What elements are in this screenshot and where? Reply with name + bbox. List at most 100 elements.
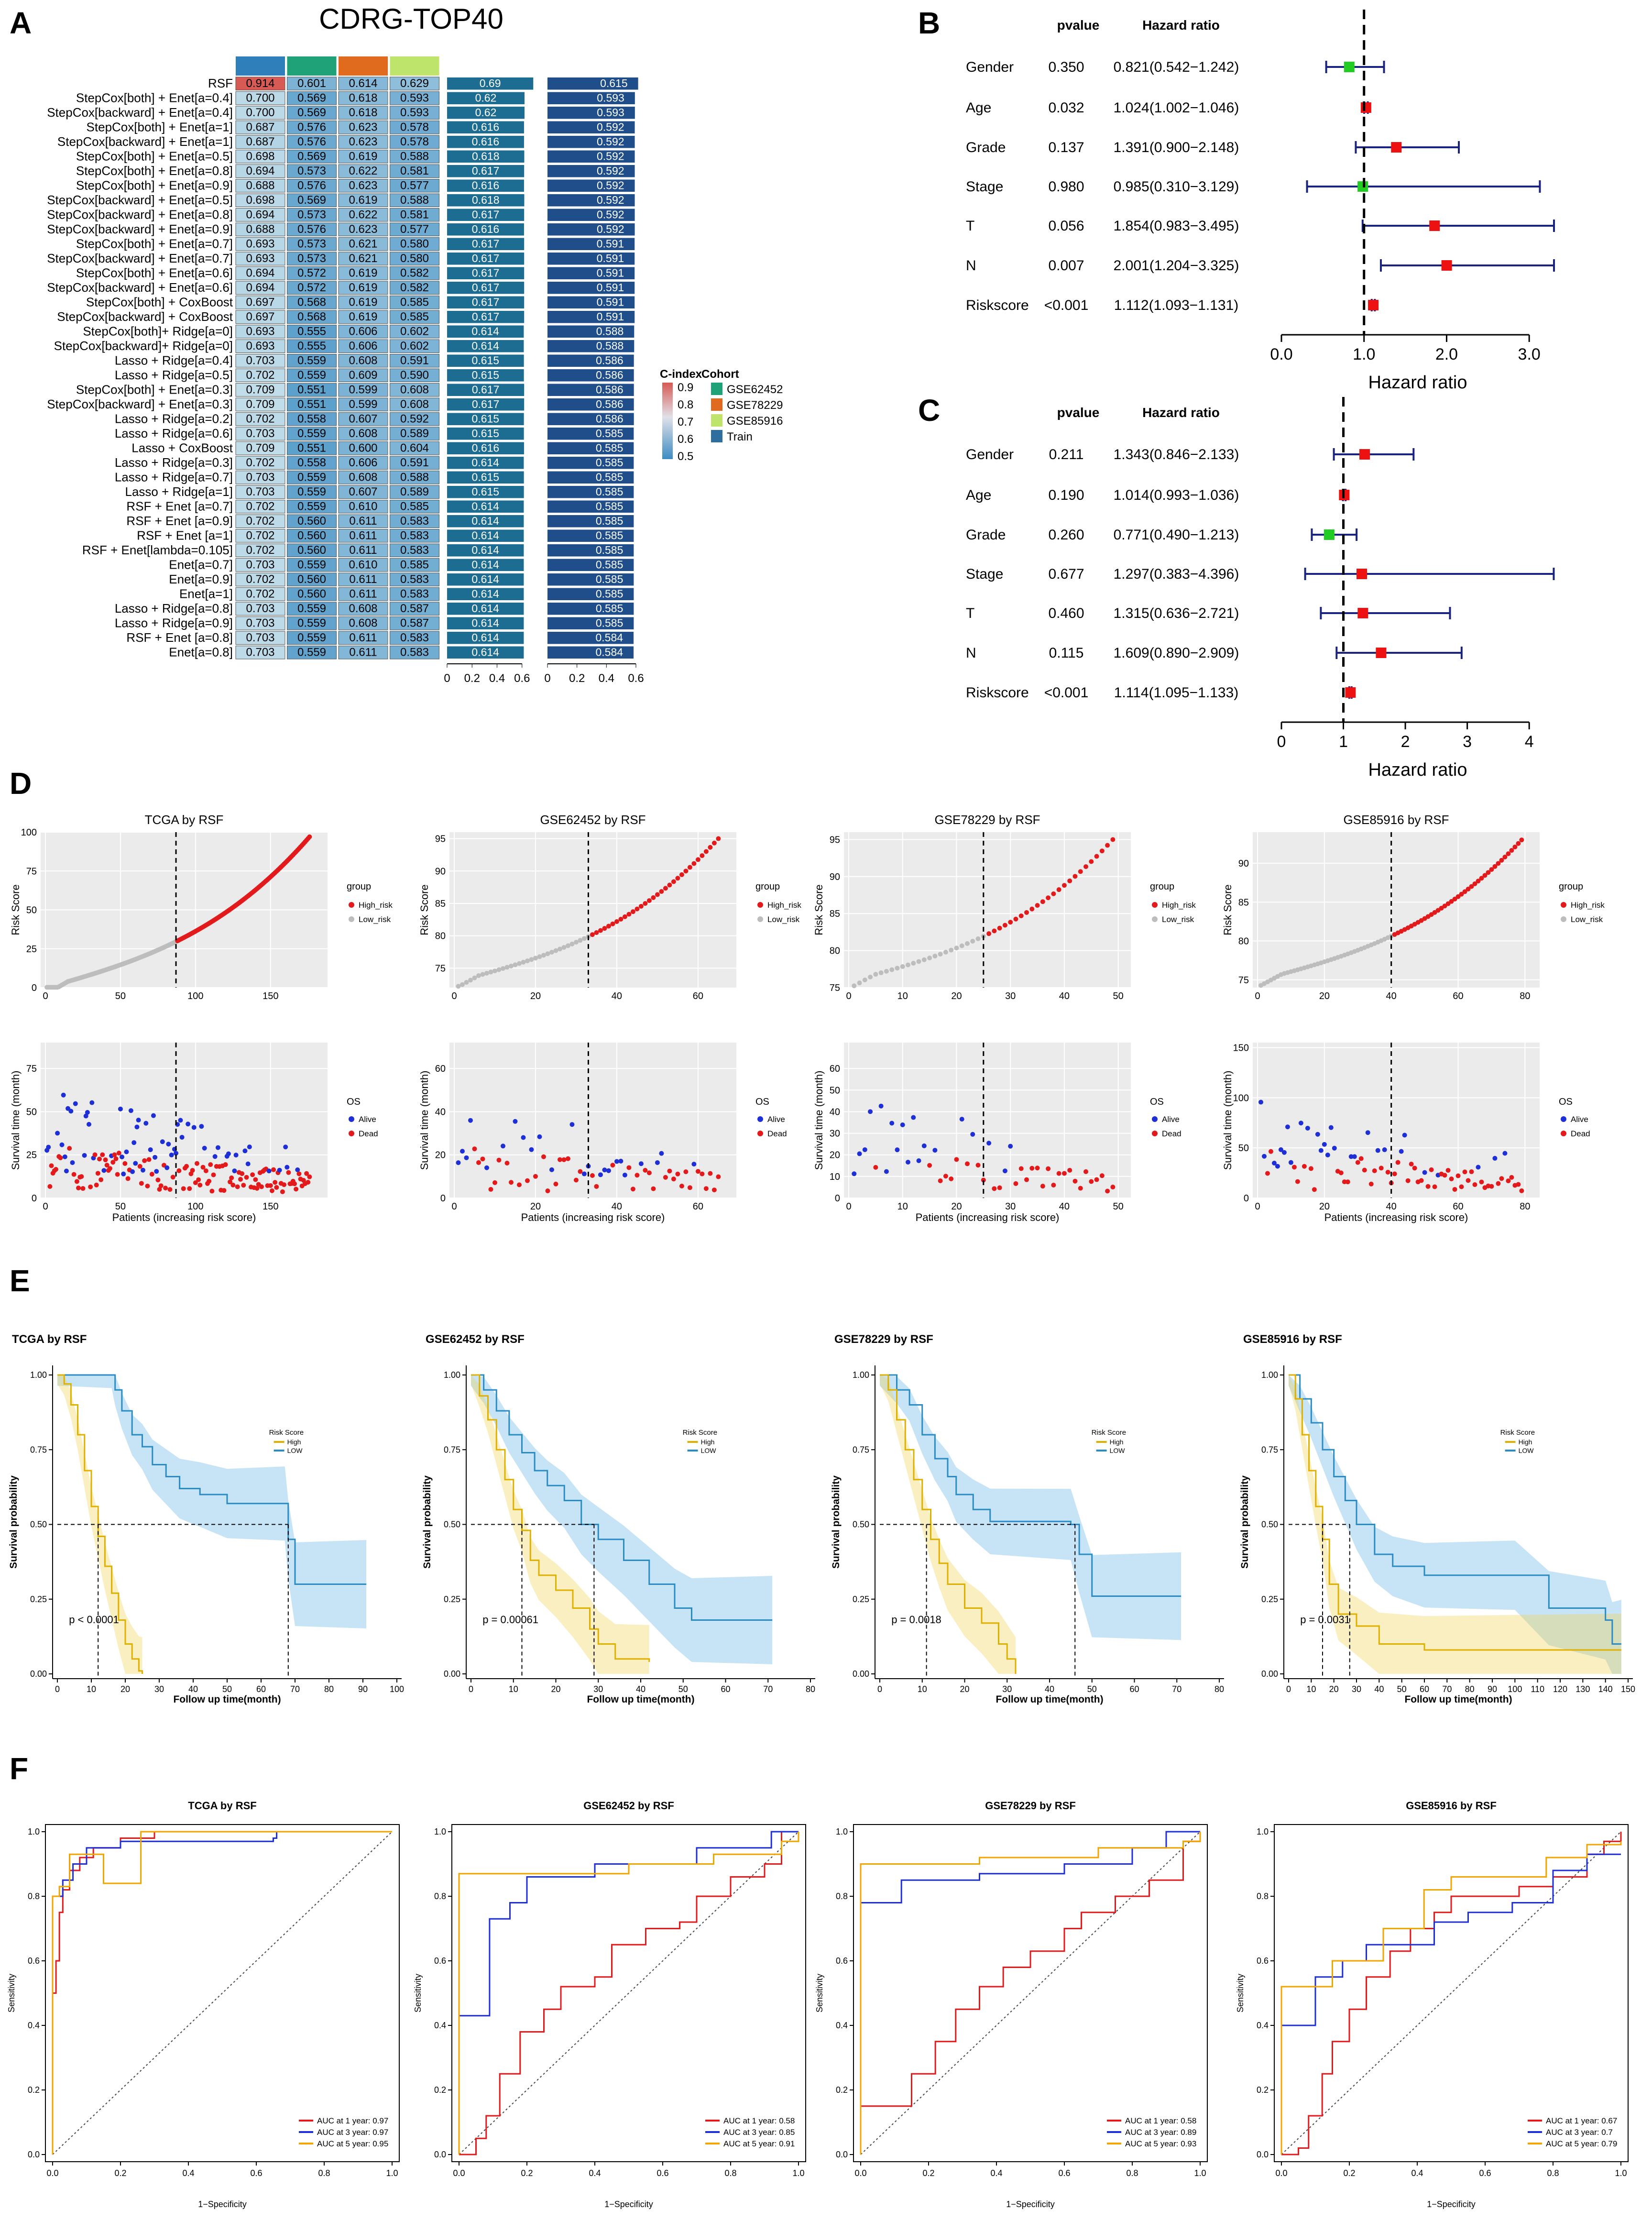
risk-ytick: 50 — [26, 905, 37, 916]
surv-xtick: 150 — [263, 1201, 278, 1212]
forest-col-pvalue: pvalue — [1057, 18, 1100, 33]
surv-point — [459, 1149, 465, 1154]
heat-cell — [235, 485, 285, 499]
heat-cell-value: 0.559 — [297, 427, 326, 440]
km-ylabel: Survival probability — [831, 1475, 842, 1569]
heat-cell-value: 0.703 — [246, 471, 274, 484]
surv-point — [927, 1163, 932, 1168]
surv-point — [88, 1184, 93, 1189]
roc-ytick-label: 0.6 — [434, 1956, 446, 1966]
heat-cell — [235, 427, 285, 440]
surv-point — [294, 1187, 299, 1192]
surv-point — [212, 1154, 218, 1159]
heat-cell-value: 0.569 — [297, 194, 326, 207]
heat-cell — [390, 572, 439, 586]
heat-cell — [390, 237, 439, 251]
surv-point — [1046, 1166, 1051, 1171]
surv-point — [202, 1145, 207, 1151]
bar-axis-tick-label: 0.6 — [514, 672, 530, 685]
roc-curve — [1280, 1853, 1621, 2155]
heat-cell-value: 0.623 — [349, 135, 377, 148]
risk-point — [565, 943, 570, 948]
surv-ylabel: Survival time (month) — [813, 1071, 825, 1170]
surv-point — [581, 1171, 587, 1176]
km-ytick-label: 0.75 — [444, 1445, 460, 1454]
heat-cell-value: 0.587 — [400, 617, 429, 630]
heat-cell — [287, 193, 337, 207]
risk-point — [500, 966, 505, 971]
mean-bar — [447, 544, 524, 557]
train-bar — [547, 77, 638, 90]
risk-point — [1506, 851, 1511, 857]
risk-ytick: 95 — [830, 835, 840, 845]
heat-cell-value: 0.608 — [400, 384, 429, 396]
km-xtick-label: 100 — [1508, 1684, 1522, 1694]
cohort-legend-label: GSE78229 — [727, 399, 783, 412]
train-bar-label: 0.584 — [596, 646, 624, 659]
heat-cell — [390, 339, 439, 353]
surv-point — [226, 1151, 231, 1156]
surv-point — [646, 1170, 652, 1176]
km-xtick-label: 0 — [469, 1684, 473, 1694]
heat-cell — [338, 208, 388, 222]
model-label: Enet[a=0.9] — [169, 572, 233, 586]
heat-cell-value: 0.604 — [400, 442, 429, 455]
surv-point — [296, 1171, 302, 1176]
heat-cell — [338, 106, 388, 120]
km-xlabel: Follow up time(month) — [996, 1694, 1103, 1705]
forest-var-label: N — [966, 645, 976, 661]
heat-cell — [338, 514, 388, 528]
heat-cell-value: 0.588 — [400, 471, 429, 484]
km-ci-band — [471, 1375, 773, 1664]
mean-bar-label: 0.614 — [471, 500, 499, 513]
train-bar-label: 0.585 — [596, 471, 624, 484]
heat-cell-value: 0.560 — [297, 515, 326, 528]
heat-cell-value: 0.555 — [297, 325, 326, 338]
heat-cell — [338, 121, 388, 134]
heat-cell-value: 0.621 — [349, 238, 377, 251]
heat-cell-value: 0.694 — [246, 281, 274, 294]
cohort-legend-swatch — [711, 414, 722, 427]
km-ytick-label: 0.00 — [30, 1669, 47, 1679]
risk-point — [1018, 913, 1024, 918]
risk-xtick: 80 — [1520, 991, 1530, 1001]
km-xtick-label: 60 — [1129, 1684, 1139, 1694]
km-ytick-label: 0.00 — [444, 1669, 460, 1679]
heat-cell-value: 0.610 — [349, 559, 377, 572]
risk-point — [1492, 864, 1498, 869]
surv-point — [53, 1167, 58, 1172]
train-bar — [547, 340, 635, 352]
km-xtick-label: 0 — [1286, 1684, 1291, 1694]
risk-point — [659, 889, 664, 894]
risk-point — [1509, 848, 1514, 853]
surv-point — [133, 1161, 138, 1166]
km-xtick-label: 40 — [188, 1684, 198, 1694]
surv-point — [244, 1175, 249, 1180]
heat-cell-value: 0.703 — [246, 485, 274, 498]
model-label: Lasso + Ridge[a=0.5] — [115, 368, 233, 382]
group-legend-dot — [1561, 916, 1566, 922]
roc-xtick-label: 0.4 — [990, 2168, 1002, 2178]
km-legend-label: High — [1519, 1438, 1532, 1446]
km-xtick-label: 60 — [1420, 1684, 1429, 1694]
mean-bar-label: 0.614 — [471, 631, 499, 644]
model-label: StepCox[backward]+ Ridge[a=0] — [54, 339, 233, 353]
surv-point — [67, 1146, 72, 1151]
panel-e-cohort-2: GSE78229 by RSF 0.00 0.25 0.50 0.75 1.00 0 10 20… — [831, 1333, 1224, 1705]
risk-point — [1499, 858, 1504, 863]
bar-axis-tick-label: 0 — [544, 672, 550, 685]
panel-letter-B: B — [918, 6, 940, 40]
surv-point — [280, 1189, 285, 1194]
forest-point — [1359, 449, 1370, 460]
roc-xtick-label: 0.6 — [1058, 2168, 1070, 2178]
roc-xtick-label: 0.6 — [656, 2168, 668, 2178]
panel-d-cohort-3: GSE85916 by RSF 75 80 85 90 0 20 40 60 80 Risk Sco… — [1222, 813, 1605, 1223]
surv-point — [468, 1118, 473, 1123]
train-bar-label: 0.585 — [596, 427, 624, 440]
heat-cell — [390, 397, 439, 411]
surv-point — [142, 1158, 147, 1163]
heat-cell-value: 0.702 — [246, 544, 274, 557]
heat-cell-value: 0.619 — [349, 310, 377, 323]
surv-point — [1328, 1125, 1334, 1130]
model-label: Enet[a=1] — [179, 587, 233, 601]
